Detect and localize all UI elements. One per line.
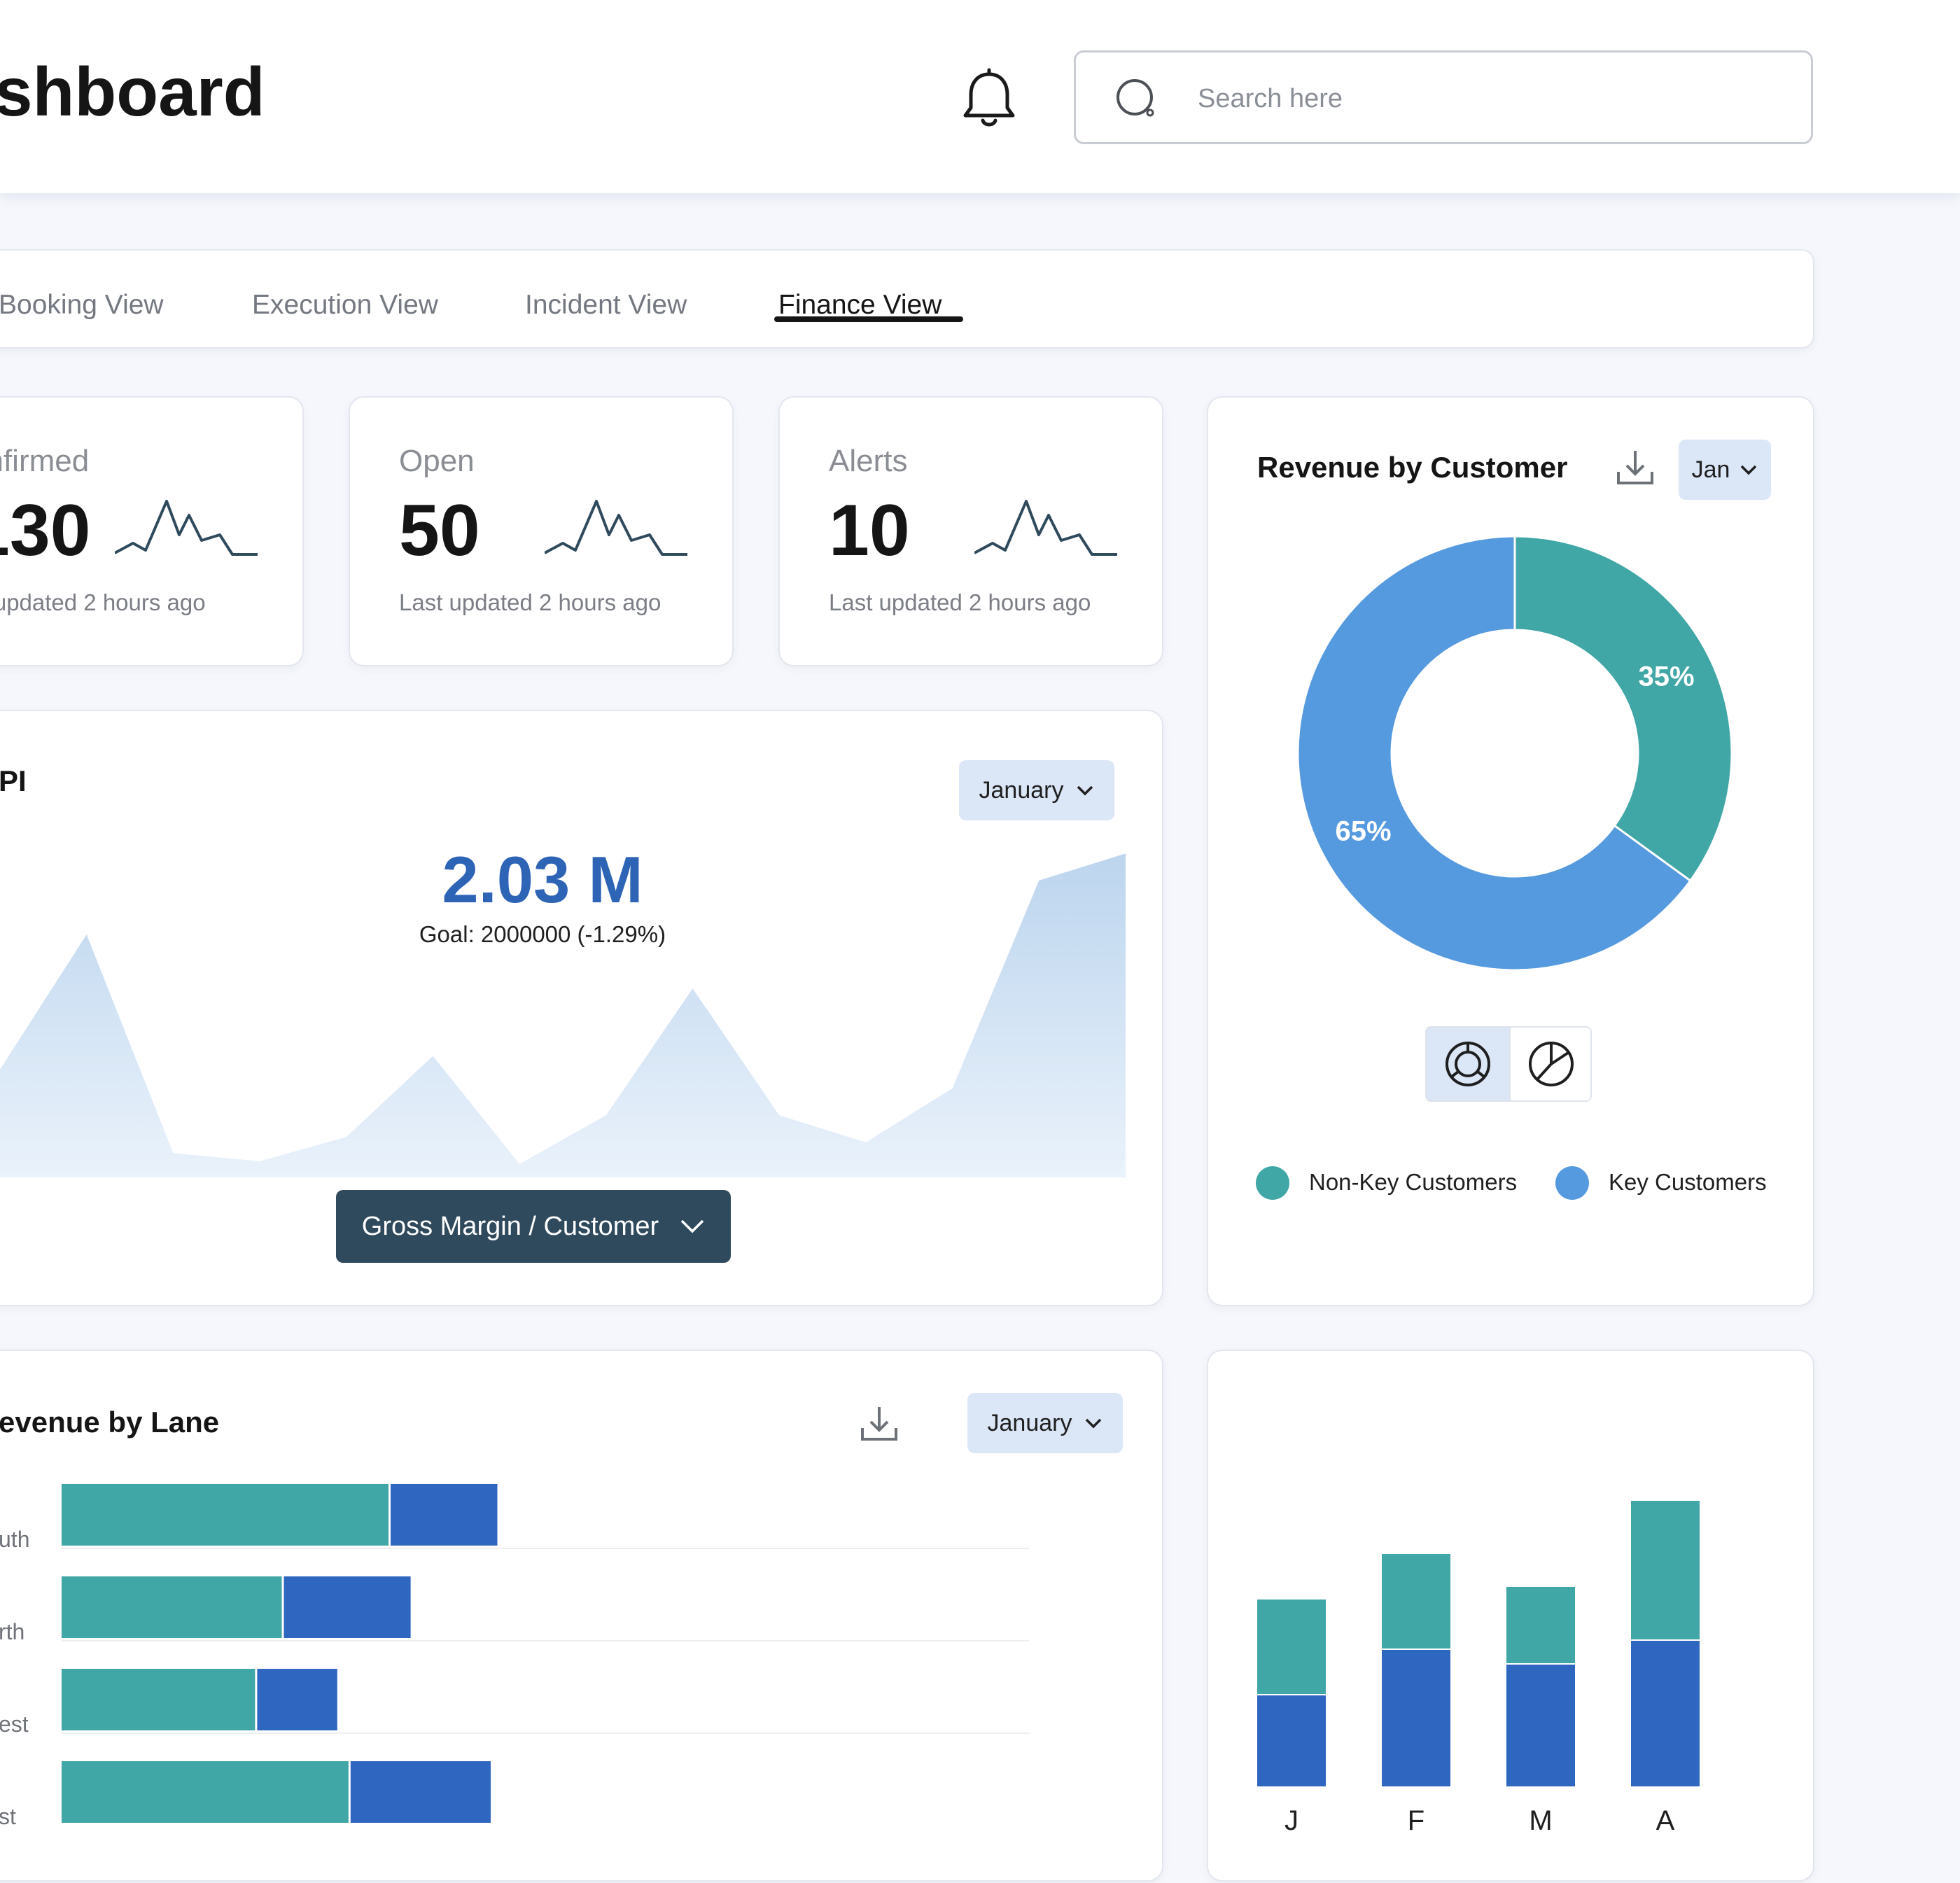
lane-label: st xyxy=(0,1804,16,1829)
search-icon xyxy=(1115,78,1158,121)
download-icon[interactable] xyxy=(1614,447,1656,489)
kpi-chart-panel: PI January 2.03 M Goal: 2000000 (-1.29%)… xyxy=(0,710,1163,1306)
kpi-goal-text: Goal: 2000000 (-1.29%) xyxy=(419,921,666,947)
kpi-value: 130 xyxy=(0,490,91,571)
kpi-area-chart xyxy=(0,853,1126,1177)
kpi-value: 10 xyxy=(829,490,910,571)
stacked-bar-segment-1[interactable] xyxy=(1506,1665,1575,1786)
lane-bar-segment-2[interactable] xyxy=(257,1669,337,1730)
lane-label: uth xyxy=(0,1527,29,1552)
view-tabs: Booking View Execution View Incident Vie… xyxy=(0,249,1814,349)
tab-incident-view[interactable]: Incident View xyxy=(525,290,687,320)
lane-bar-segment-2[interactable] xyxy=(350,1761,491,1823)
lane-label: est xyxy=(0,1712,29,1737)
sparkline-icon xyxy=(974,500,1117,556)
revenue-by-lane-panel: evenue by Lane January uth rth est st xyxy=(0,1350,1163,1882)
chevron-down-icon xyxy=(1077,785,1093,796)
month-dropdown-label: Jan xyxy=(1691,456,1730,483)
chevron-down-icon xyxy=(1086,1418,1102,1429)
stacked-bar-segment-2[interactable] xyxy=(1631,1501,1700,1639)
kpi-label: Alerts xyxy=(829,444,908,478)
panel-title: evenue by Lane xyxy=(0,1406,220,1438)
notification-bell-icon[interactable] xyxy=(959,67,1019,130)
month-dropdown[interactable]: January xyxy=(967,1393,1123,1453)
kpi-big-value: 2.03 M xyxy=(442,843,643,916)
month-dropdown-label: January xyxy=(979,776,1064,804)
legend-label: Key Customers xyxy=(1609,1169,1767,1195)
stacked-bar-segment-2[interactable] xyxy=(1506,1587,1575,1663)
pie-view-button[interactable] xyxy=(1509,1028,1590,1100)
chevron-down-icon xyxy=(680,1219,704,1233)
revenue-by-customer-panel: Revenue by Customer Jan 35% 65% xyxy=(1207,396,1814,1306)
donut-chart-icon xyxy=(1446,1042,1490,1086)
download-icon[interactable] xyxy=(858,1403,900,1445)
sparkline-icon xyxy=(115,500,258,556)
x-tick-label: F xyxy=(1408,1805,1424,1836)
kpi-value: 50 xyxy=(399,490,480,571)
sparkline-icon xyxy=(545,500,687,556)
metric-select-label: Gross Margin / Customer xyxy=(361,1211,659,1241)
tab-finance-view[interactable]: Finance View xyxy=(778,290,942,320)
chevron-down-icon xyxy=(1741,465,1757,475)
search-box[interactable] xyxy=(1074,50,1813,144)
kpi-updated-text: st updated 2 hours ago xyxy=(0,589,206,615)
lane-bar-segment-1[interactable] xyxy=(62,1484,389,1546)
panel-title: Revenue by Customer xyxy=(1257,451,1568,484)
stacked-bar-segment-1[interactable] xyxy=(1631,1641,1700,1786)
x-tick-label: J xyxy=(1284,1805,1298,1836)
kpi-label: Open xyxy=(399,444,475,478)
kpi-card-open[interactable]: Open 50 Last updated 2 hours ago xyxy=(349,396,734,666)
month-dropdown[interactable]: Jan xyxy=(1679,440,1771,500)
month-dropdown-label: January xyxy=(987,1409,1072,1436)
donut-slice-key[interactable] xyxy=(1296,535,1692,972)
tab-booking-view[interactable]: Booking View xyxy=(0,290,164,320)
page-title: shboard xyxy=(0,53,265,130)
stacked-bar-segment-1[interactable] xyxy=(1257,1695,1326,1786)
x-tick-label: M xyxy=(1529,1805,1552,1836)
donut-slice-label: 65% xyxy=(1335,816,1391,846)
kpi-card-confirmed[interactable]: onfirmed 130 st updated 2 hours ago xyxy=(0,396,304,666)
kpi-card-alerts[interactable]: Alerts 10 Last updated 2 hours ago xyxy=(778,396,1163,666)
lane-bar-segment-1[interactable] xyxy=(62,1669,255,1730)
legend-swatch-key xyxy=(1555,1166,1589,1200)
chart-type-toggle xyxy=(1425,1026,1592,1102)
stacked-bar-segment-2[interactable] xyxy=(1382,1554,1450,1648)
kpi-label: onfirmed xyxy=(0,444,90,478)
donut-view-button[interactable] xyxy=(1427,1028,1509,1100)
lane-bar-segment-1[interactable] xyxy=(62,1576,282,1638)
area-series xyxy=(0,853,1126,1177)
kpi-updated-text: Last updated 2 hours ago xyxy=(829,589,1091,615)
active-tab-indicator xyxy=(774,316,963,322)
panel-title: PI xyxy=(0,764,27,797)
kpi-updated-text: Last updated 2 hours ago xyxy=(399,589,662,615)
legend-swatch-non-key xyxy=(1256,1166,1289,1200)
tab-execution-view[interactable]: Execution View xyxy=(252,290,438,320)
stacked-bar-segment-1[interactable] xyxy=(1382,1650,1450,1786)
revenue-by-lane-chart: uth rth est st xyxy=(0,1484,1029,1829)
x-tick-label: A xyxy=(1656,1805,1675,1836)
donut-slice-label: 35% xyxy=(1638,662,1694,692)
lane-label: rth xyxy=(0,1619,24,1644)
top-header: shboard xyxy=(0,0,1960,193)
legend-label: Non-Key Customers xyxy=(1309,1169,1518,1195)
lane-bar-segment-2[interactable] xyxy=(391,1484,498,1546)
lane-bar-segment-2[interactable] xyxy=(284,1576,411,1638)
revenue-donut-chart: 35% 65% xyxy=(1296,535,1733,972)
metric-select-button[interactable]: Gross Margin / Customer xyxy=(336,1190,731,1263)
pie-chart-icon xyxy=(1529,1042,1574,1086)
lane-bar-segment-1[interactable] xyxy=(62,1761,349,1823)
search-input[interactable] xyxy=(1196,74,1787,124)
stacked-bar-segment-2[interactable] xyxy=(1257,1600,1326,1694)
month-dropdown[interactable]: January xyxy=(959,760,1114,820)
donut-slice-non-key[interactable] xyxy=(1513,535,1733,883)
